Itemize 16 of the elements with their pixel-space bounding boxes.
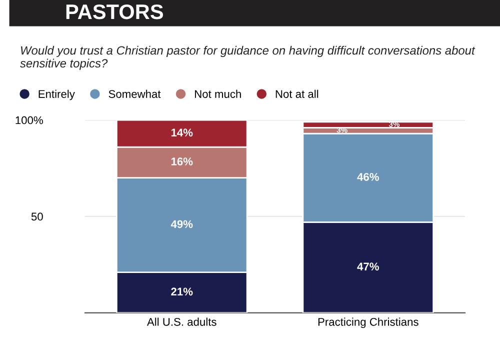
legend-label: Entirely xyxy=(38,90,75,100)
chart-subtitle: Would you trust a Christian pastor for guidance on having difficult conversations about sensitive topics? xyxy=(20,46,476,70)
data-label: 49% xyxy=(170,220,193,228)
data-label: 14% xyxy=(171,128,193,136)
legend-label: Not much xyxy=(195,90,241,98)
x-tick-label: Practicing Christians xyxy=(318,318,418,328)
data-label: 47% xyxy=(357,262,379,270)
y-tick-label: 50 xyxy=(31,212,43,221)
x-tick-label: All U.S. adults xyxy=(146,318,216,326)
legend-label: Somewhat xyxy=(108,90,161,98)
legend-label: Not at all xyxy=(276,90,318,98)
chart-title: PASTORS xyxy=(66,4,163,20)
data-label: 46% xyxy=(357,172,379,181)
data-label: 21% xyxy=(171,288,193,296)
y-tick-label: 100% xyxy=(16,116,43,124)
data-label: 16% xyxy=(171,158,193,166)
